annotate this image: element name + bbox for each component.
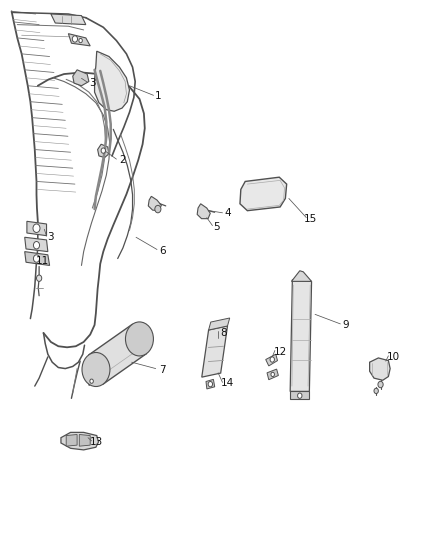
Polygon shape [61,432,99,450]
Text: 7: 7 [159,365,166,375]
Text: 6: 6 [159,246,166,255]
Polygon shape [370,358,390,380]
Circle shape [271,372,275,376]
Circle shape [33,255,39,262]
Circle shape [82,352,110,386]
Polygon shape [148,196,161,211]
Polygon shape [25,237,48,252]
Circle shape [79,38,82,43]
Polygon shape [98,144,109,158]
Polygon shape [290,391,309,399]
Circle shape [374,388,378,393]
Polygon shape [95,51,130,111]
Text: 14: 14 [221,378,234,389]
Polygon shape [51,14,86,25]
Text: 5: 5 [213,222,220,232]
Polygon shape [25,252,49,265]
Circle shape [378,381,383,387]
Circle shape [101,148,106,154]
Polygon shape [208,318,230,330]
Polygon shape [68,34,90,46]
Text: 10: 10 [387,352,400,362]
Circle shape [72,36,78,42]
Text: 13: 13 [90,437,103,447]
Polygon shape [197,204,210,219]
Polygon shape [88,376,95,385]
Circle shape [33,224,40,232]
Text: 3: 3 [48,232,54,243]
Text: 8: 8 [220,328,227,338]
Circle shape [125,322,153,356]
Polygon shape [202,326,227,377]
Circle shape [155,205,161,213]
Polygon shape [73,70,89,86]
Text: 4: 4 [224,208,231,219]
Circle shape [90,379,93,383]
Text: 11: 11 [35,256,49,266]
Text: 1: 1 [155,91,161,101]
Text: 9: 9 [343,320,349,330]
Polygon shape [66,434,77,446]
Polygon shape [291,271,311,281]
Circle shape [208,382,212,387]
Polygon shape [290,280,311,391]
Polygon shape [27,221,46,236]
Circle shape [270,357,275,362]
Text: 15: 15 [304,214,317,224]
Polygon shape [206,379,215,389]
Text: 3: 3 [89,78,95,88]
Text: 12: 12 [273,346,287,357]
Polygon shape [267,369,279,379]
Text: 2: 2 [120,155,126,165]
Polygon shape [89,324,146,384]
Circle shape [36,275,42,281]
Circle shape [33,241,39,249]
Polygon shape [79,434,90,446]
Circle shape [297,393,302,398]
Polygon shape [266,354,278,366]
Polygon shape [240,177,287,211]
